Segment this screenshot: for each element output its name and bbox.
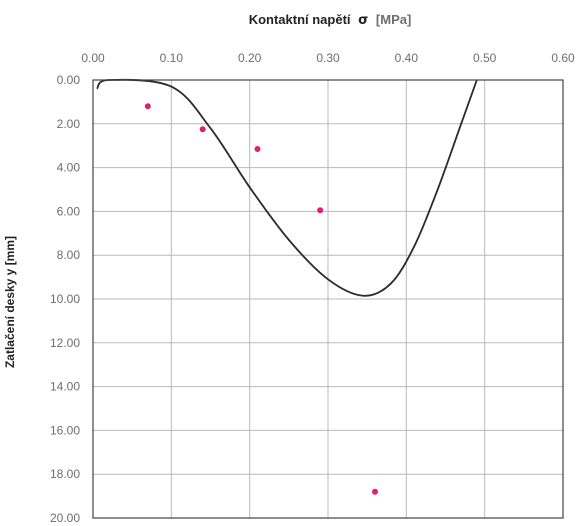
data-point [254,145,261,152]
x-axis-title-label: Kontaktní napětí [249,12,351,27]
x-axis-title-unit: [MPa] [376,12,411,27]
x-tick-label: 0.60 [551,51,575,65]
fitted-curve [96,78,478,297]
data-point [317,207,324,214]
y-tick-label: 0.00 [57,73,81,87]
y-tick-label: 14.00 [50,380,80,394]
x-tick-label: 0.00 [81,51,105,65]
data-point [372,488,378,495]
x-tick-label: 0.30 [316,51,340,65]
x-tick-label: 0.40 [395,51,419,65]
y-axis-title: Zatlačení desky y [mm] [3,236,17,368]
x-tick-label: 0.10 [160,51,184,65]
plot-frame [92,79,564,519]
y-tick-label: 10.00 [50,292,80,306]
data-series [96,78,478,495]
y-tick-labels: 0.00 2.00 4.00 6.00 8.00 10.00 12.00 14.00 16.00… [50,73,80,525]
data-point [144,103,151,110]
y-tick-label: 16.00 [50,423,80,437]
x-axis-title-symbol: σ [358,13,368,28]
y-tick-label: 2.00 [57,117,81,131]
x-tick-labels: 0.00 0.10 0.20 0.30 0.40 0.50 0.60 [81,51,575,65]
y-tick-label: 12.00 [50,336,80,350]
data-point [199,126,206,133]
x-tick-label: 0.50 [473,51,497,65]
x-axis-title: Kontaktní napětí σ [MPa] [249,12,412,28]
y-tick-label: 18.00 [50,467,80,481]
x-tick-label: 0.20 [238,51,262,65]
y-tick-label: 8.00 [57,248,81,262]
y-tick-label: 4.00 [57,161,81,175]
grid-lines [93,80,563,518]
y-tick-label: 20.00 [50,511,80,525]
y-tick-label: 6.00 [57,204,81,218]
